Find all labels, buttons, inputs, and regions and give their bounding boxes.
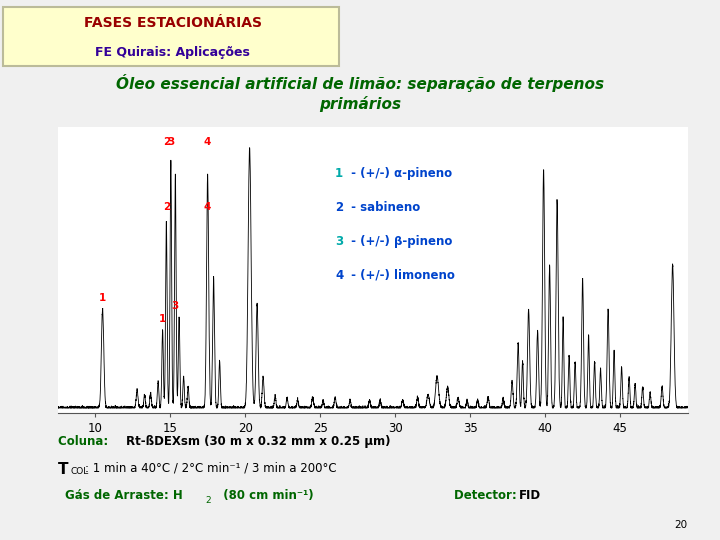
Text: 4: 4 bbox=[335, 269, 343, 282]
Text: - (+/-) limoneno: - (+/-) limoneno bbox=[347, 269, 455, 282]
Text: FID: FID bbox=[518, 489, 541, 502]
Text: 1: 1 bbox=[159, 314, 166, 324]
Text: 1: 1 bbox=[335, 167, 343, 180]
Text: Rt-ßDEXsm (30 m x 0.32 mm x 0.25 μm): Rt-ßDEXsm (30 m x 0.32 mm x 0.25 μm) bbox=[126, 435, 390, 448]
Text: 2: 2 bbox=[335, 201, 343, 214]
Text: Detector:: Detector: bbox=[454, 489, 521, 502]
Text: 4: 4 bbox=[204, 202, 211, 212]
Text: FE Quirais: Aplicações: FE Quirais: Aplicações bbox=[95, 46, 251, 59]
Text: T: T bbox=[58, 462, 68, 477]
Text: FASES ESTACIONÁRIAS: FASES ESTACIONÁRIAS bbox=[84, 16, 262, 30]
Text: : 1 min a 40°C / 2°C min⁻¹ / 3 min a 200°C: : 1 min a 40°C / 2°C min⁻¹ / 3 min a 200… bbox=[85, 462, 336, 475]
Text: 2: 2 bbox=[163, 137, 170, 147]
Text: 2: 2 bbox=[163, 202, 170, 212]
Text: 4: 4 bbox=[204, 137, 211, 147]
Text: Óleo essencial artificial de limão: separação de terpenos
primários: Óleo essencial artificial de limão: sepa… bbox=[116, 75, 604, 112]
Text: 3: 3 bbox=[167, 137, 174, 147]
Text: Coluna:: Coluna: bbox=[58, 435, 112, 448]
Text: (80 cm min⁻¹): (80 cm min⁻¹) bbox=[215, 489, 313, 502]
Text: 1: 1 bbox=[99, 293, 107, 303]
Text: 2: 2 bbox=[205, 496, 211, 505]
Text: - (+/-) β-pineno: - (+/-) β-pineno bbox=[347, 235, 452, 248]
Text: - (+/-) α-pineno: - (+/-) α-pineno bbox=[347, 167, 452, 180]
Text: 3: 3 bbox=[335, 235, 343, 248]
FancyBboxPatch shape bbox=[4, 6, 338, 66]
Text: 3: 3 bbox=[172, 301, 179, 311]
Text: - sabineno: - sabineno bbox=[347, 201, 420, 214]
Text: COL: COL bbox=[71, 467, 89, 476]
Text: 20: 20 bbox=[675, 520, 688, 530]
Text: Gás de Arraste: H: Gás de Arraste: H bbox=[65, 489, 183, 502]
